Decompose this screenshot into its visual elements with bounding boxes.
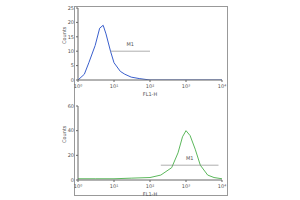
svg-text:15: 15: [68, 34, 74, 40]
svg-text:M1: M1: [186, 155, 194, 161]
svg-text:20: 20: [68, 19, 74, 25]
svg-text:10⁰: 10⁰: [74, 83, 82, 89]
svg-text:0: 0: [71, 177, 74, 183]
svg-text:FL1-H: FL1-H: [143, 191, 158, 196]
svg-text:10: 10: [68, 48, 74, 54]
svg-text:10²: 10²: [146, 183, 154, 189]
svg-text:10²: 10²: [146, 83, 154, 89]
svg-text:10¹: 10¹: [110, 183, 118, 189]
svg-text:10⁰: 10⁰: [74, 183, 82, 189]
svg-text:10⁴: 10⁴: [218, 183, 226, 189]
svg-text:Counts: Counts: [61, 125, 67, 143]
svg-text:FL1-H: FL1-H: [143, 91, 158, 96]
svg-text:10¹: 10¹: [110, 83, 118, 89]
svg-text:5: 5: [71, 62, 74, 68]
svg-text:0: 0: [71, 77, 74, 83]
svg-text:Counts: Counts: [61, 26, 67, 44]
svg-text:25: 25: [68, 5, 74, 11]
svg-text:60: 60: [68, 103, 74, 109]
svg-text:20: 20: [68, 152, 74, 158]
svg-text:M1: M1: [127, 41, 134, 47]
svg-text:10³: 10³: [182, 183, 190, 189]
svg-text:10³: 10³: [182, 83, 190, 89]
svg-text:40: 40: [68, 127, 74, 133]
svg-text:10⁴: 10⁴: [218, 83, 226, 89]
